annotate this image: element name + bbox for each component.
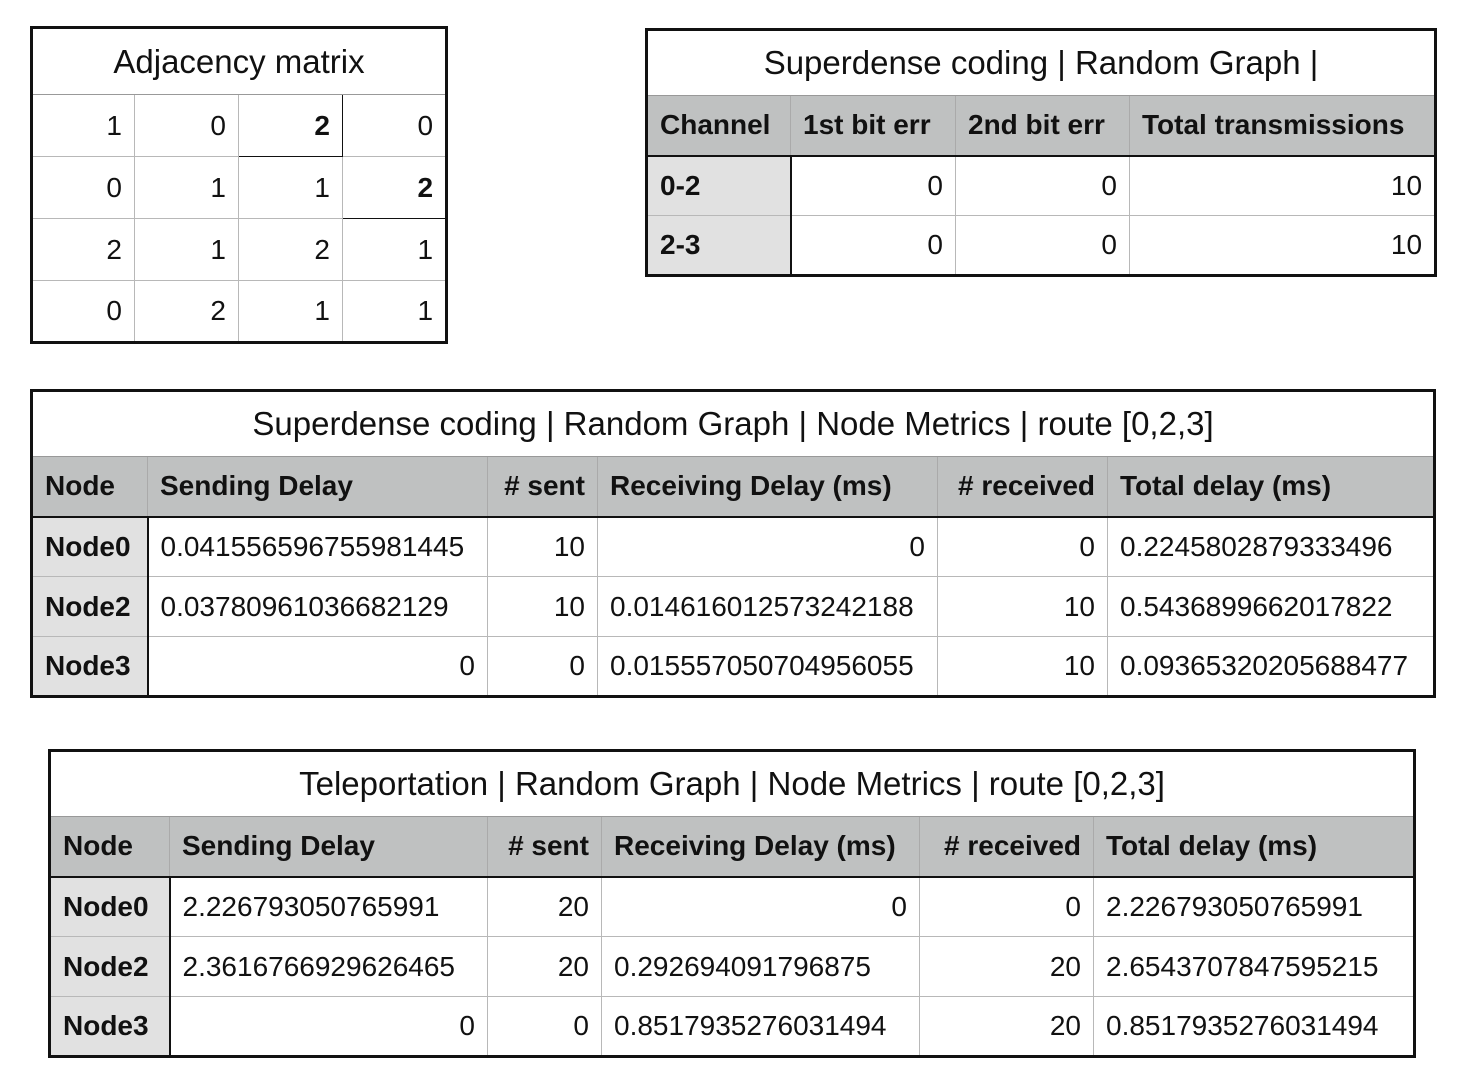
column-header: Total delay (ms): [1093, 816, 1416, 878]
matrix-row: 2 1 2 1: [31, 218, 448, 281]
column-header: # received: [937, 456, 1108, 518]
table-cell: 0.041556596755981445: [147, 516, 488, 577]
table-cell: 0: [955, 155, 1130, 216]
table-cell: 2.3616766929626465: [169, 936, 488, 997]
matrix-cell-highlighted: 2: [341, 156, 448, 219]
table-cell: 0: [597, 516, 938, 577]
matrix-cell: 1: [134, 218, 239, 281]
table-cell: 0: [790, 215, 956, 276]
teleportation-metrics-title: Teleportation | Random Graph | Node Metr…: [49, 750, 1415, 817]
row-header: 0-2: [646, 155, 792, 216]
column-header: Total transmissions: [1129, 95, 1437, 157]
table-cell: 0: [147, 636, 488, 697]
table-cell: 0.015557050704956055: [597, 636, 938, 697]
table-cell: 2.226793050765991: [169, 876, 488, 937]
superdense-node-metrics-table: Superdense coding | Random Graph | Node …: [30, 389, 1437, 698]
table-row: 2-3 0 0 10: [646, 215, 1437, 276]
table-cell: 0.014616012573242188: [597, 576, 938, 637]
table-cell: 0: [919, 876, 1094, 937]
table-row: Node0 0.041556596755981445 10 0 0 0.2245…: [31, 516, 1436, 577]
table-cell: 0.03780961036682129: [147, 576, 488, 637]
table-cell: 0: [790, 155, 956, 216]
table-cell: 0.8517935276031494: [1092, 996, 1416, 1057]
table-cell: 0.5436899662017822: [1106, 576, 1436, 637]
row-header: 2-3: [646, 215, 792, 276]
matrix-row: 1 0 2 0: [31, 94, 448, 157]
table-cell: 20: [487, 876, 602, 937]
row-header: Node3: [31, 636, 149, 697]
column-header: 1st bit err: [790, 95, 956, 157]
table-cell: 10: [937, 636, 1108, 697]
table-cell: 0: [955, 215, 1130, 276]
table-cell: 10: [487, 516, 598, 577]
row-header: Node2: [31, 576, 149, 637]
column-header: Node: [31, 456, 148, 518]
row-header: Node0: [49, 876, 171, 937]
row-header: Node3: [49, 996, 171, 1057]
column-header: Channel: [646, 95, 791, 157]
adjacency-matrix-table: Adjacency matrix 1 0 2 0 0 1 1 2 2 1 2 1…: [30, 26, 449, 344]
table-cell: 0: [487, 636, 598, 697]
teleportation-node-metrics-table: Teleportation | Random Graph | Node Metr…: [48, 749, 1417, 1058]
superdense-channel-table: Superdense coding | Random Graph | Chann…: [645, 28, 1438, 277]
matrix-cell: 1: [341, 218, 448, 281]
header-row: Node Sending Delay # sent Receiving Dela…: [31, 456, 1436, 518]
adjacency-matrix-title: Adjacency matrix: [31, 27, 447, 95]
column-header: Node: [49, 816, 170, 878]
table-cell: 0: [937, 516, 1108, 577]
matrix-cell: 2: [238, 218, 343, 281]
table-row: Node2 0.03780961036682129 10 0.014616012…: [31, 576, 1436, 637]
table-cell: 10: [1128, 215, 1437, 276]
column-header: Total delay (ms): [1107, 456, 1436, 518]
matrix-cell: 1: [134, 156, 239, 219]
matrix-cell-highlighted: 2: [238, 94, 343, 157]
table-cell: 2.6543707847595215: [1092, 936, 1416, 997]
table-cell: 0.2245802879333496: [1106, 516, 1436, 577]
matrix-cell: 2: [31, 218, 135, 281]
row-header: Node2: [49, 936, 171, 997]
column-header: # sent: [487, 456, 598, 518]
column-header: Receiving Delay (ms): [597, 456, 938, 518]
matrix-cell: 1: [341, 280, 448, 343]
table-cell: 0.09365320205688477: [1106, 636, 1436, 697]
matrix-cell: 1: [238, 156, 343, 219]
table-cell: 0.8517935276031494: [601, 996, 920, 1057]
table-cell: 10: [937, 576, 1108, 637]
matrix-cell: 1: [31, 94, 135, 157]
matrix-cell: 0: [134, 94, 239, 157]
table-row: 0-2 0 0 10: [646, 155, 1437, 216]
table-cell: 0.292694091796875: [601, 936, 920, 997]
matrix-cell: 2: [134, 280, 239, 343]
table-cell: 10: [1128, 155, 1437, 216]
table-cell: 0: [601, 876, 920, 937]
table-cell: 20: [919, 996, 1094, 1057]
superdense-metrics-title: Superdense coding | Random Graph | Node …: [31, 390, 1435, 457]
matrix-row: 0 1 1 2: [31, 156, 448, 219]
matrix-cell: 0: [31, 156, 135, 219]
table-row: Node0 2.226793050765991 20 0 0 2.2267930…: [49, 876, 1416, 937]
header-row: Channel 1st bit err 2nd bit err Total tr…: [646, 95, 1437, 157]
table-cell: 20: [487, 936, 602, 997]
table-row: Node3 0 0 0.015557050704956055 10 0.0936…: [31, 636, 1436, 697]
column-header: 2nd bit err: [955, 95, 1130, 157]
matrix-cell: 0: [341, 94, 448, 157]
table-cell: 2.226793050765991: [1092, 876, 1416, 937]
column-header: # sent: [487, 816, 602, 878]
matrix-row: 0 2 1 1: [31, 280, 448, 343]
matrix-cell: 0: [31, 280, 135, 343]
column-header: Sending Delay: [169, 816, 488, 878]
table-cell: 0: [487, 996, 602, 1057]
table-row: Node2 2.3616766929626465 20 0.2926940917…: [49, 936, 1416, 997]
matrix-cell: 1: [238, 280, 343, 343]
channel-table-title: Superdense coding | Random Graph |: [646, 29, 1436, 96]
column-header: Receiving Delay (ms): [601, 816, 920, 878]
header-row: Node Sending Delay # sent Receiving Dela…: [49, 816, 1416, 878]
column-header: Sending Delay: [147, 456, 488, 518]
table-cell: 10: [487, 576, 598, 637]
table-cell: 20: [919, 936, 1094, 997]
row-header: Node0: [31, 516, 149, 577]
table-cell: 0: [169, 996, 488, 1057]
column-header: # received: [919, 816, 1094, 878]
table-row: Node3 0 0 0.8517935276031494 20 0.851793…: [49, 996, 1416, 1057]
